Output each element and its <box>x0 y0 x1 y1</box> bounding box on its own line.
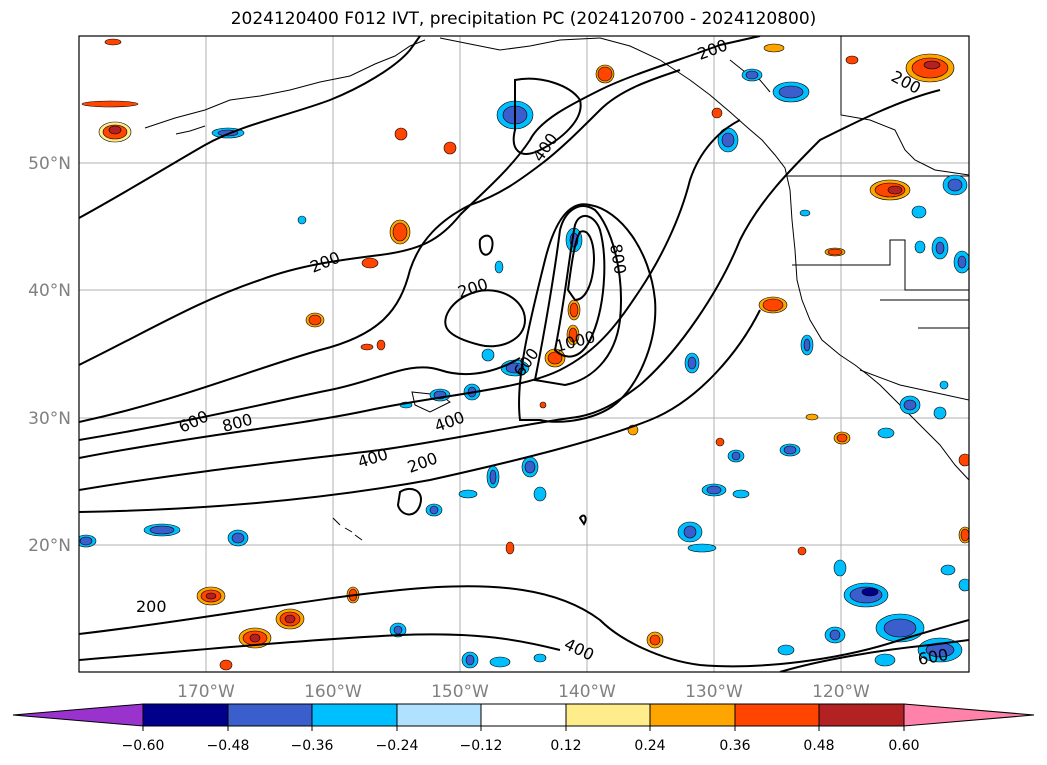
colorbar-segment <box>227 703 313 727</box>
colorbar-tick-label: 0.48 <box>803 738 834 754</box>
colorbar-tick-label: 0.36 <box>719 738 750 754</box>
contour-label: 200 <box>136 597 167 616</box>
colorbar-tick-label: −0.12 <box>460 738 503 754</box>
colorbar-segment <box>142 703 229 727</box>
coastlines <box>144 36 969 541</box>
colorbar-tick-label: −0.24 <box>376 738 419 754</box>
colorbar-tick-label: −0.36 <box>291 738 334 754</box>
lon-label: 120°W <box>812 682 870 702</box>
colorbar-segment <box>903 703 1035 727</box>
map-title: 2024120400 F012 IVT, precipitation PC (2… <box>230 9 817 29</box>
lat-label: 50°N <box>28 154 71 174</box>
colorbar-segment <box>734 703 820 727</box>
colorbar <box>12 703 1035 727</box>
colorbar-segment <box>311 703 398 727</box>
precipitation-patches <box>79 38 969 671</box>
colorbar-segment <box>480 703 567 727</box>
lat-label: 30°N <box>28 409 71 429</box>
lon-label: 150°W <box>431 682 489 702</box>
colorbar-segment <box>818 703 905 727</box>
colorbar-tick-label: −0.48 <box>207 738 250 754</box>
latitude-labels: 50°N 40°N 30°N 20°N <box>28 154 71 556</box>
colorbar-tick-label: 0.60 <box>888 738 919 754</box>
lon-label: 140°W <box>558 682 616 702</box>
colorbar-segment <box>12 703 144 727</box>
lon-label: 170°W <box>177 682 235 702</box>
colorbar-tick-label: 0.12 <box>550 738 581 754</box>
map-frame <box>78 35 970 673</box>
colorbar-tick-label: 0.24 <box>634 738 665 754</box>
longitude-labels: 170°W 160°W 150°W 140°W 130°W 120°W <box>177 682 870 702</box>
lat-label: 40°N <box>28 281 71 301</box>
lon-label: 130°W <box>685 682 743 702</box>
gridlines <box>79 36 969 672</box>
colorbar-segment <box>565 703 651 727</box>
lat-label: 20°N <box>28 536 71 556</box>
colorbar-ticks: −0.60 −0.48 −0.36 −0.24 −0.12 0.12 0.24 … <box>122 726 920 754</box>
ivt-contours <box>79 36 969 672</box>
colorbar-segment <box>649 703 736 727</box>
colorbar-segment <box>396 703 482 727</box>
colorbar-tick-label: −0.60 <box>122 738 165 754</box>
lon-label: 160°W <box>304 682 362 702</box>
